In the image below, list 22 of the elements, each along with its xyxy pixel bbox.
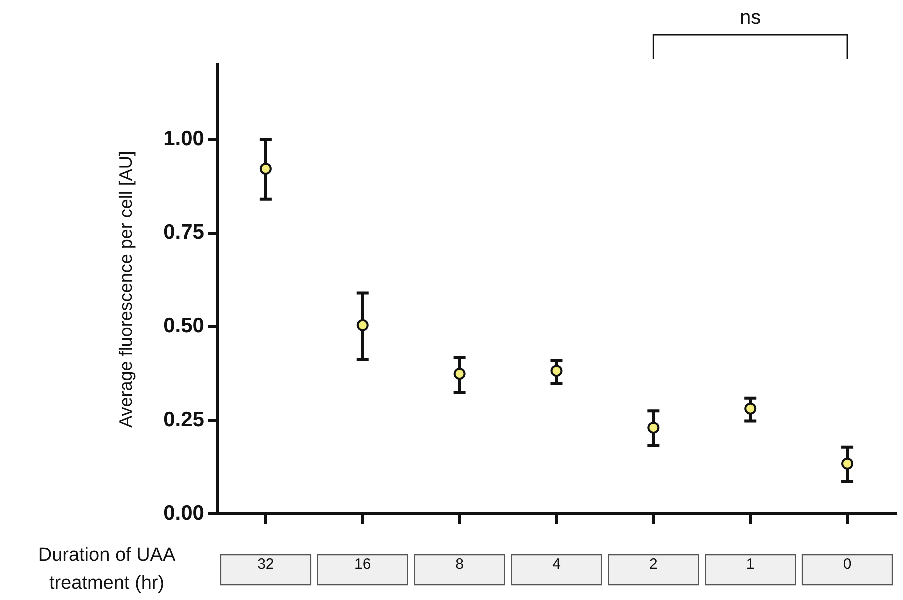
x-tick-label: 4	[552, 556, 561, 574]
y-tick-label: 0.25	[164, 408, 205, 432]
x-tick-label: 32	[258, 556, 274, 574]
point	[550, 365, 563, 378]
x-tick-label: 8	[456, 556, 464, 574]
x-tick-label: 2	[649, 556, 658, 574]
text: ns	[740, 7, 762, 29]
y-tick-label: 0.00	[164, 502, 204, 525]
point	[744, 402, 757, 415]
y-tick-label: 0.50	[164, 314, 204, 338]
x-axis-title: Duration of UAA treatment (hr)	[37, 544, 177, 596]
y-tick-label: 0.75	[164, 221, 205, 244]
point	[842, 458, 854, 470]
x-tick-label: 1	[746, 556, 755, 574]
y-tick-label: 1.00	[164, 128, 204, 151]
point	[260, 163, 272, 176]
x-tick-label: 0	[843, 556, 852, 574]
point	[454, 368, 466, 380]
point	[648, 422, 660, 434]
x-tick-label: 16	[354, 556, 372, 574]
point	[356, 319, 369, 332]
y-axis-title: Average fluorescence per cell [AU]	[116, 151, 136, 428]
